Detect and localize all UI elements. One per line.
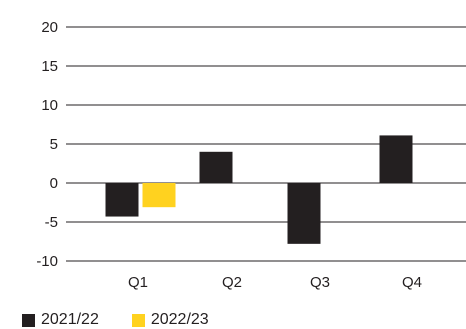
legend-item-2022-23: 2022/23	[131, 311, 209, 329]
legend-swatch-2021-22	[22, 313, 35, 327]
bar-2022-23-Q1	[142, 183, 176, 208]
bar-2021-22-Q3	[287, 183, 321, 244]
x-tick-label-Q1: Q1	[128, 274, 148, 291]
y-tick-label: 5	[50, 136, 58, 153]
bars	[105, 135, 413, 244]
x-tick-label-Q3: Q3	[310, 274, 330, 291]
legend: 2021/22 2022/23	[22, 311, 242, 329]
legend-item-2021-22: 2021/22	[22, 311, 99, 329]
y-axis-tick-labels: 20 15 10 5 0 -5 -10	[36, 19, 58, 270]
bar-2021-22-Q1	[105, 183, 139, 217]
legend-swatch-2022-23	[131, 313, 145, 327]
y-tick-label: 20	[41, 19, 58, 36]
bar-2021-22-Q4	[379, 135, 413, 183]
bar-2021-22-Q2	[199, 151, 233, 183]
y-tick-label: -10	[36, 253, 58, 270]
y-tick-label: 0	[50, 175, 58, 192]
x-tick-label-Q2: Q2	[222, 274, 242, 291]
bar-chart: 20 15 10 5 0 -5 -10 Q1 Q2 Q3 Q4	[36, 19, 466, 291]
x-axis-tick-labels: Q1 Q2 Q3 Q4	[128, 274, 422, 291]
y-tick-label: 10	[41, 97, 58, 114]
y-tick-label: 15	[41, 58, 58, 75]
legend-label-2022-23: 2022/23	[150, 311, 209, 328]
legend-label-2021-22: 2021/22	[41, 311, 99, 328]
y-tick-label: -5	[45, 214, 58, 231]
x-tick-label-Q4: Q4	[402, 274, 422, 291]
